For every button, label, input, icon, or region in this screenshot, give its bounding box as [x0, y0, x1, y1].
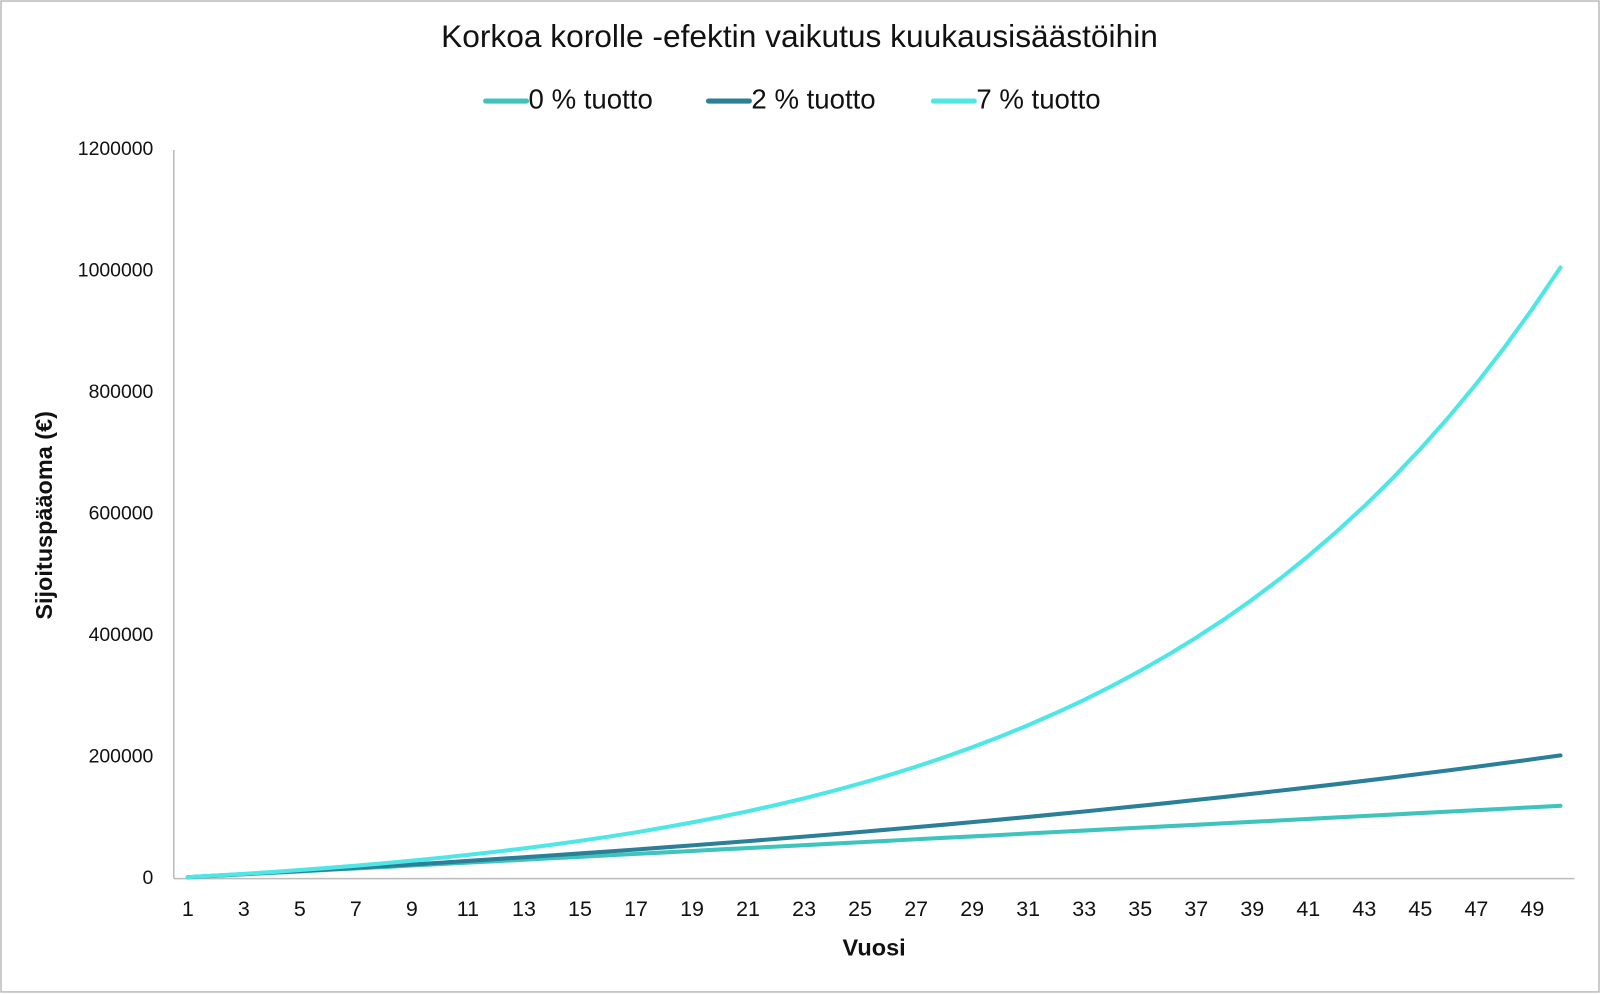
- y-tick-label: 800000: [89, 381, 154, 403]
- x-axis-title: Vuosi: [843, 934, 906, 960]
- x-tick-label: 23: [792, 897, 816, 921]
- x-tick-label: 15: [568, 897, 592, 921]
- y-tick-label: 400000: [89, 624, 154, 646]
- legend-label: 2 % tuotto: [751, 83, 875, 114]
- x-tick-label: 17: [624, 897, 648, 921]
- x-tick-label: 37: [1184, 897, 1208, 921]
- x-tick-label: 3: [238, 897, 250, 921]
- x-tick-label: 27: [904, 897, 928, 921]
- y-tick-label: 1000000: [78, 260, 154, 282]
- x-tick-label: 7: [350, 897, 362, 921]
- x-tick-label: 21: [736, 897, 760, 921]
- y-tick-label: 0: [143, 867, 154, 889]
- series-line: [185, 753, 1563, 880]
- x-tick-label: 11: [457, 897, 479, 921]
- x-tick-label: 33: [1072, 897, 1096, 921]
- x-tick-label: 13: [512, 897, 536, 921]
- x-tick-label: 41: [1296, 897, 1320, 921]
- y-tick-label: 600000: [89, 502, 154, 524]
- x-tick-label: 25: [848, 897, 872, 921]
- series-line: [185, 265, 1563, 880]
- x-tick-label: 49: [1520, 897, 1544, 921]
- x-tick-label: 35: [1128, 897, 1152, 921]
- legend-label: 7 % tuotto: [976, 83, 1100, 114]
- y-tick-label: 1200000: [78, 138, 154, 160]
- y-axis-title: Sijoituspääoma (€): [31, 411, 57, 620]
- x-tick-label: 45: [1408, 897, 1432, 921]
- x-tick-label: 47: [1464, 897, 1488, 921]
- x-tick-label: 5: [294, 897, 306, 921]
- x-tick-label: 43: [1352, 897, 1376, 921]
- x-tick-label: 39: [1240, 897, 1264, 921]
- legend-label: 0 % tuotto: [529, 83, 653, 114]
- chart-title: Korkoa korolle -efektin vaikutus kuukaus…: [441, 18, 1158, 54]
- x-tick-label: 31: [1016, 897, 1040, 921]
- y-tick-label: 200000: [89, 745, 154, 767]
- x-tick-label: 9: [406, 897, 418, 921]
- x-tick-label: 19: [680, 897, 704, 921]
- x-tick-label: 1: [182, 897, 194, 921]
- x-tick-label: 29: [960, 897, 984, 921]
